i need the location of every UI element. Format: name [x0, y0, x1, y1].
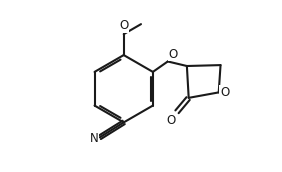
Text: O: O [220, 86, 230, 99]
Text: O: O [119, 19, 128, 32]
Text: N: N [89, 132, 98, 145]
Text: O: O [166, 114, 175, 127]
Text: O: O [168, 47, 178, 61]
